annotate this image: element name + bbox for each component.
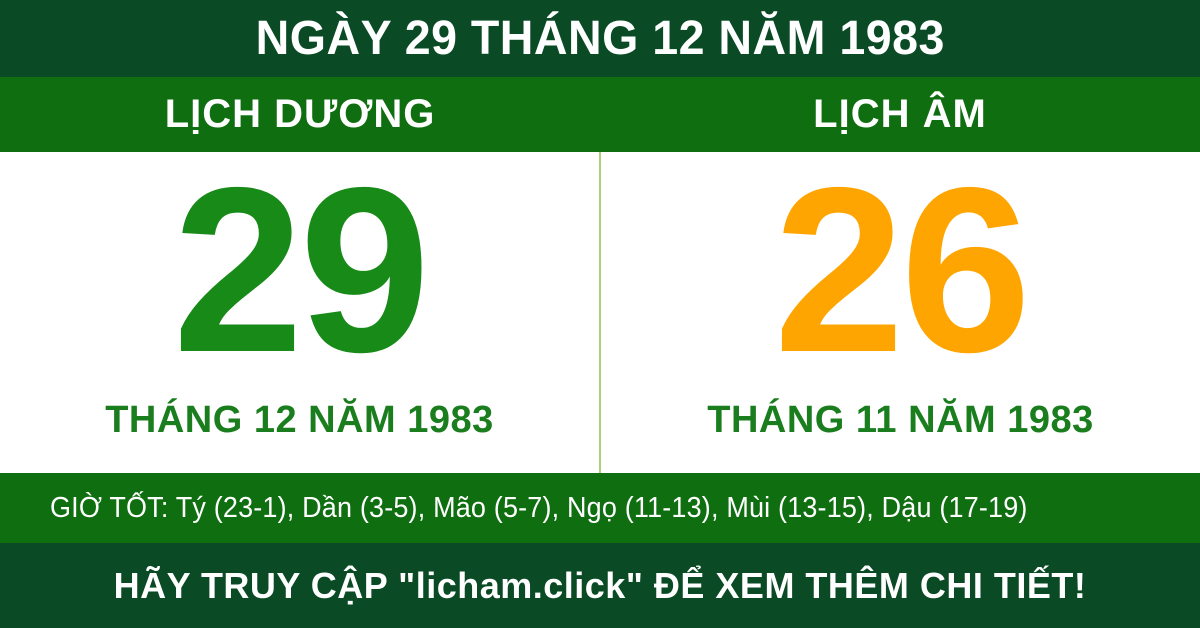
date-header: NGÀY 29 THÁNG 12 NĂM 1983 [0,0,1200,77]
lunar-day-number: 26 [773,138,1031,401]
solar-month-year: THÁNG 12 NĂM 1983 [105,399,494,441]
calendar-panel: 29 THÁNG 12 NĂM 1983 26 THÁNG 11 NĂM 198… [0,152,1200,473]
good-hours-text: GIỜ TỐT: Tý (23-1), Dần (3-5), Mão (5-7)… [50,491,1028,524]
solar-day-number: 29 [172,138,430,401]
solar-calendar-label: LỊCH DƯƠNG [164,92,436,136]
calendar-type-bar: LỊCH DƯƠNG LỊCH ÂM [0,77,1200,152]
lunar-column: 26 THÁNG 11 NĂM 1983 [601,152,1200,473]
good-hours-bar: GIỜ TỐT: Tý (23-1), Dần (3-5), Mão (5-7)… [0,473,1200,543]
page-title: NGÀY 29 THÁNG 12 NĂM 1983 [255,11,945,65]
solar-column: 29 THÁNG 12 NĂM 1983 [0,152,599,473]
lunar-calendar-label: LỊCH ÂM [813,92,987,136]
footer-text: HÃY TRUY CẬP "licham.click" ĐỂ XEM THÊM … [113,564,1087,606]
column-divider [599,152,601,473]
footer-promo-bar: HÃY TRUY CẬP "licham.click" ĐỂ XEM THÊM … [0,543,1200,628]
lunar-month-year: THÁNG 11 NĂM 1983 [707,399,1094,441]
